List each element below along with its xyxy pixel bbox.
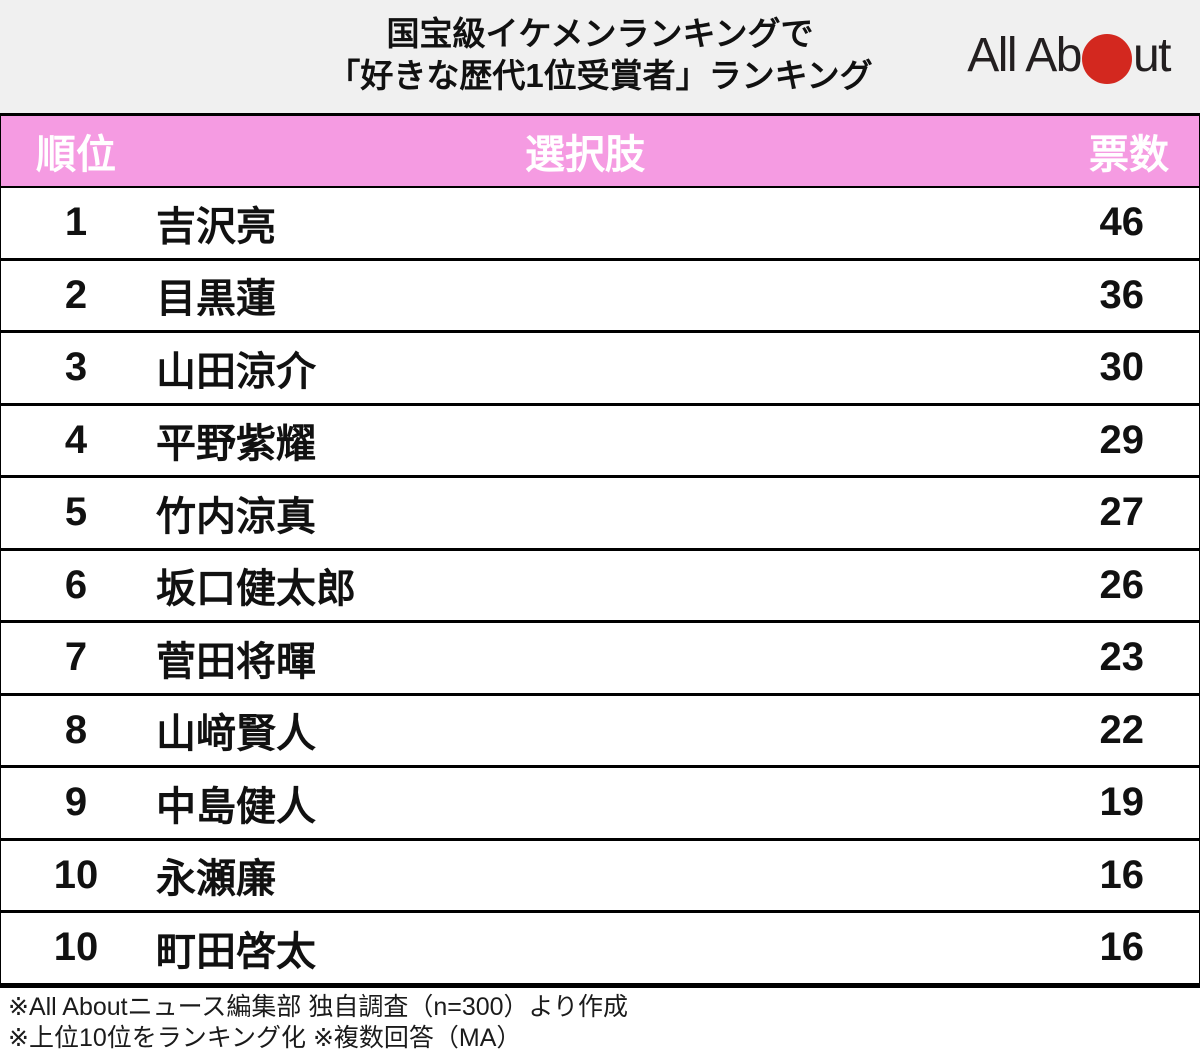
votes-cell: 26	[1099, 562, 1145, 607]
footer-note-2: ※上位10位をランキング化 ※複数回答（MA）	[8, 1023, 522, 1052]
name-cell: 町田啓太	[156, 929, 316, 974]
rank-cell: 8	[64, 707, 88, 752]
votes-cell: 36	[1099, 272, 1145, 317]
table-row: 10 町田啓太 16	[1, 913, 1199, 988]
table-row: 2 目黒蓮 36	[1, 260, 1199, 333]
name-cell: 菅田将暉	[156, 639, 316, 684]
table-row: 4 平野紫耀 29	[1, 405, 1199, 478]
votes-cell: 30	[1099, 345, 1145, 390]
name-cell: 永瀬廉	[156, 857, 276, 902]
rank-cell: 7	[64, 635, 88, 680]
votes-cell: 16	[1099, 852, 1145, 897]
logo-red-dot-icon	[1081, 34, 1132, 84]
name-cell: 吉沢亮	[156, 204, 276, 249]
page-title: 国宝級イケメンランキングで 「好きな歴代1位受賞者」ランキング	[0, 13, 1200, 97]
name-cell: 山﨑賢人	[156, 712, 316, 757]
name-cell: 坂口健太郎	[156, 567, 356, 612]
title-line-2: 「好きな歴代1位受賞者」ランキング	[327, 57, 873, 94]
table-row: 1 吉沢亮 46	[1, 188, 1199, 261]
votes-cell: 29	[1099, 417, 1145, 462]
name-cell: 平野紫耀	[156, 422, 316, 467]
name-cell: 目黒蓮	[156, 277, 276, 322]
rank-cell: 1	[64, 200, 88, 245]
table-row: 5 竹内涼真 27	[1, 478, 1199, 551]
votes-cell: 16	[1099, 925, 1145, 970]
logo-text-left: All Ab	[967, 28, 1082, 82]
allabout-logo: All Ab ut	[967, 26, 1172, 84]
column-header-choice: 選択肢	[525, 133, 645, 177]
votes-cell: 27	[1099, 490, 1145, 535]
rank-cell: 3	[64, 345, 88, 390]
rank-cell: 2	[64, 272, 88, 317]
table-row: 8 山﨑賢人 22	[1, 695, 1199, 768]
votes-cell: 22	[1099, 707, 1145, 752]
footer-note-1: ※All Aboutニュース編集部 独自調査（n=300）より作成	[8, 992, 629, 1021]
column-header-rank: 順位	[36, 133, 116, 177]
name-cell: 山田涼介	[156, 349, 316, 394]
header: 国宝級イケメンランキングで 「好きな歴代1位受賞者」ランキング All Ab u…	[0, 0, 1200, 113]
table-row: 10 永瀬廉 16	[1, 840, 1199, 913]
table-row: 9 中島健人 19	[1, 768, 1199, 841]
table-row: 6 坂口健太郎 26	[1, 550, 1199, 623]
rank-cell: 6	[64, 562, 88, 607]
votes-cell: 23	[1099, 635, 1145, 680]
votes-cell: 19	[1099, 780, 1145, 825]
name-cell: 中島健人	[156, 784, 316, 829]
rank-cell: 10	[53, 925, 99, 970]
votes-cell: 46	[1099, 200, 1145, 245]
rank-cell: 4	[64, 417, 88, 462]
rank-cell: 9	[64, 780, 88, 825]
table-row: 7 菅田将暉 23	[1, 623, 1199, 696]
rank-cell: 5	[64, 490, 88, 535]
name-cell: 竹内涼真	[156, 494, 316, 539]
table-row: 3 山田涼介 30	[1, 333, 1199, 406]
rank-cell: 10	[53, 852, 99, 897]
title-line-1: 国宝級イケメンランキングで	[386, 15, 814, 52]
logo-text-right: ut	[1132, 28, 1172, 82]
column-header-votes: 票数	[1089, 133, 1169, 177]
footer-notes: ※All Aboutニュース編集部 独自調査（n=300）より作成 ※上位10位…	[0, 988, 1200, 1054]
ranking-table: 順位 選択肢 票数 1 吉沢亮 46 2 目黒蓮 36 3 山田涼介 30 4 …	[0, 113, 1200, 988]
table-body: 1 吉沢亮 46 2 目黒蓮 36 3 山田涼介 30 4 平野紫耀 29 5 …	[1, 188, 1199, 988]
table-header-row: 順位 選択肢 票数	[1, 113, 1199, 188]
